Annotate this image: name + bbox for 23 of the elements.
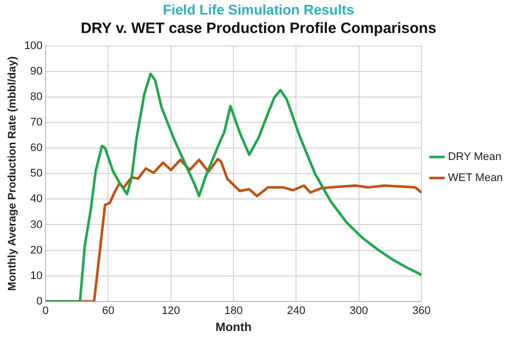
x-axis-title: Month <box>216 320 252 334</box>
x-tick-label: 60 <box>102 305 114 318</box>
x-tick-label: 120 <box>162 305 180 318</box>
legend-label: DRY Mean <box>448 151 502 164</box>
legend-label: WET Mean <box>448 172 503 184</box>
y-tick-label: 50 <box>30 168 43 180</box>
y-tick-label: 90 <box>30 65 43 78</box>
y-axis-title: Monthly Average Production Rate (mbbl/day) <box>6 56 19 291</box>
x-tick-label: 300 <box>350 305 368 318</box>
y-tick-label: 10 <box>30 270 43 282</box>
chart-subtitle: DRY v. WET case Production Profile Comparisons <box>80 20 436 37</box>
x-tick-label: 180 <box>224 305 243 318</box>
y-tick-label: 20 <box>30 244 43 256</box>
y-tick-label: 60 <box>30 142 43 154</box>
y-tick-label: 80 <box>30 90 43 103</box>
y-tick-label: 100 <box>24 40 43 52</box>
y-tick-label: 0 <box>36 295 43 308</box>
x-tick-label: 240 <box>286 305 306 318</box>
chart-title: Field Life Simulation Results <box>162 1 354 18</box>
x-tick-label: 360 <box>412 305 431 318</box>
y-tick-label: 30 <box>30 218 43 231</box>
y-tick-label: 40 <box>30 193 43 206</box>
y-tick-label: 70 <box>30 116 43 129</box>
